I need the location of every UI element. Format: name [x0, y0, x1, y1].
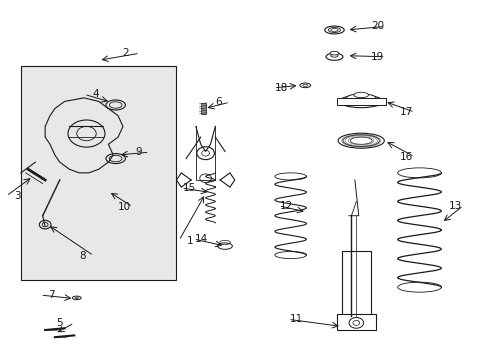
- Text: 1: 1: [186, 236, 193, 246]
- Text: 10: 10: [118, 202, 131, 212]
- Text: 9: 9: [135, 147, 142, 157]
- Text: 11: 11: [289, 314, 302, 324]
- Text: 16: 16: [399, 152, 412, 162]
- Text: 4: 4: [92, 89, 99, 99]
- Text: 5: 5: [56, 318, 63, 328]
- Text: 20: 20: [370, 21, 383, 31]
- Bar: [21, 66, 176, 280]
- Bar: [336, 98, 385, 105]
- Ellipse shape: [329, 51, 338, 55]
- Ellipse shape: [397, 282, 441, 292]
- Text: 12: 12: [279, 201, 292, 211]
- Bar: [341, 251, 370, 316]
- Bar: [201, 103, 205, 114]
- Text: 7: 7: [48, 290, 55, 300]
- Text: 6: 6: [215, 97, 222, 107]
- Ellipse shape: [353, 92, 368, 98]
- Text: 8: 8: [79, 251, 85, 261]
- Ellipse shape: [339, 95, 382, 108]
- Ellipse shape: [274, 173, 306, 180]
- Text: 17: 17: [399, 107, 412, 117]
- Text: 2: 2: [122, 48, 128, 58]
- Text: 13: 13: [448, 201, 461, 211]
- Text: 18: 18: [274, 83, 287, 93]
- Text: 15: 15: [182, 183, 196, 193]
- Ellipse shape: [274, 251, 306, 258]
- Text: 3: 3: [14, 191, 21, 201]
- Ellipse shape: [397, 168, 441, 178]
- Text: 14: 14: [194, 234, 207, 244]
- Text: 19: 19: [370, 52, 384, 62]
- Ellipse shape: [346, 94, 375, 102]
- Bar: [336, 314, 375, 330]
